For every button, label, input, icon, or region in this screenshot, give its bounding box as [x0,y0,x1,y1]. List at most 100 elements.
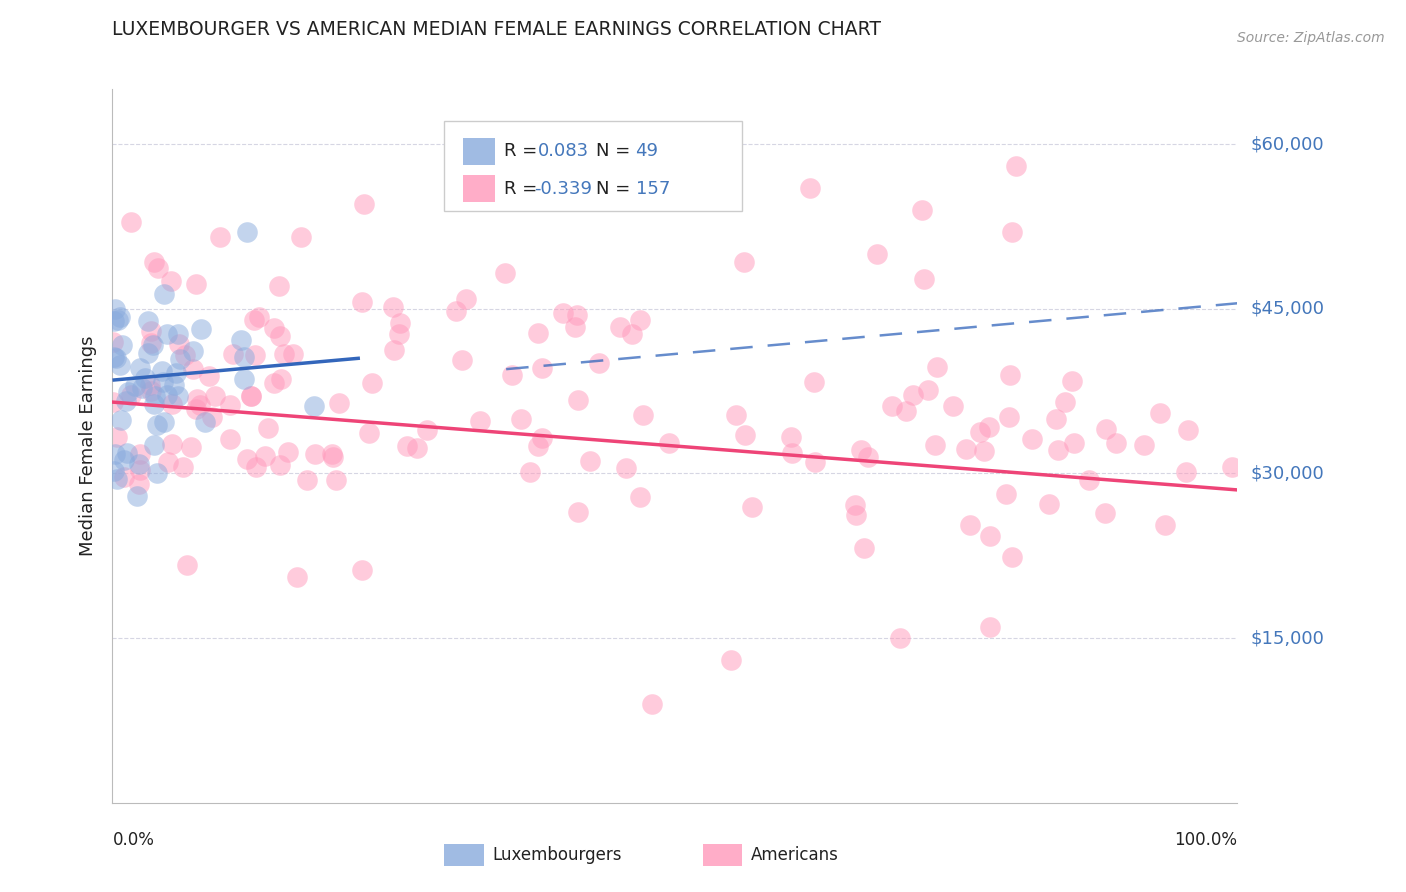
Point [110,412,132,426]
Point [1220,460,1243,475]
Point [103,350,125,364]
Point [273,347,295,361]
Point [917,384,939,398]
Point [103,465,125,479]
Point [222,347,245,361]
Point [201,410,224,425]
Point [955,442,977,457]
Point [103,314,125,328]
Point [1021,432,1043,446]
Point [304,446,326,460]
Point [856,450,879,464]
Point [526,326,548,340]
Point [803,375,825,389]
Point [127,489,149,503]
Point [167,337,190,351]
Point [146,261,169,276]
Point [322,450,344,465]
Point [197,368,219,383]
Point [204,388,226,402]
Point [269,329,291,343]
Point [994,487,1017,501]
Point [1177,423,1199,437]
Point [565,308,588,322]
Point [146,467,169,481]
Point [325,473,347,487]
Point [406,441,429,455]
Point [388,327,411,342]
Point [156,388,179,402]
Point [128,477,150,491]
Point [1063,436,1085,450]
Point [925,360,948,375]
Point [247,310,270,325]
Point [165,366,187,380]
Point [852,541,875,555]
Point [245,460,267,475]
Point [1038,497,1060,511]
Point [969,425,991,439]
Point [1133,438,1156,452]
Point [979,420,1001,434]
Point [269,458,291,472]
Point [845,508,868,522]
Point [297,473,319,487]
FancyBboxPatch shape [444,844,484,865]
Point [269,279,291,293]
Point [143,389,166,403]
Point [567,393,589,408]
Point [253,450,276,464]
Text: $45,000: $45,000 [1251,300,1324,318]
Point [494,266,516,280]
Point [844,498,866,512]
Point [236,452,259,467]
Point [233,350,256,364]
Point [156,454,179,468]
Point [979,620,1001,634]
Point [139,384,162,398]
Point [184,402,207,417]
FancyBboxPatch shape [444,121,742,211]
Point [530,361,553,376]
Point [285,570,308,584]
Point [131,381,153,395]
Point [609,320,631,334]
Point [1149,406,1171,420]
FancyBboxPatch shape [703,844,742,865]
Point [104,301,127,316]
Point [1105,436,1128,450]
Text: $15,000: $15,000 [1251,629,1324,647]
Text: Americans: Americans [751,846,839,863]
Point [894,404,917,418]
Point [780,446,803,460]
Point [143,397,166,411]
Point [186,277,208,291]
Point [172,460,194,475]
FancyBboxPatch shape [464,176,495,202]
Point [1054,395,1077,409]
Point [239,389,262,403]
Point [183,344,205,359]
Point [150,364,173,378]
Point [804,455,827,469]
Point [290,230,312,244]
Point [139,378,162,392]
Point [190,398,212,412]
Point [270,372,292,386]
Point [186,392,208,407]
Point [530,431,553,445]
Point [444,303,467,318]
Point [567,505,589,519]
Point [160,436,183,450]
Point [105,430,128,444]
Point [152,375,174,389]
Point [103,447,125,461]
Point [628,490,651,504]
Text: $60,000: $60,000 [1251,135,1324,153]
Point [628,313,651,327]
Point [218,432,240,446]
Point [111,338,134,352]
Point [142,338,165,352]
Point [1001,550,1024,565]
Point [108,310,131,325]
